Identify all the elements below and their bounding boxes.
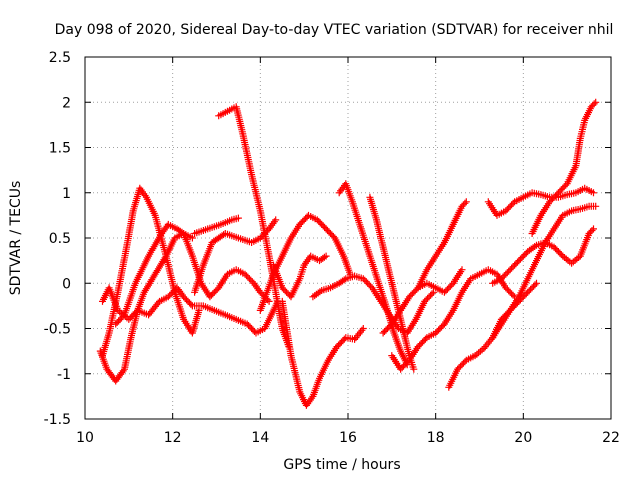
series-arc-14 <box>379 266 466 337</box>
series-arc-6 <box>191 216 280 296</box>
series-markers <box>191 214 242 237</box>
y-tick-label: 1 <box>62 186 71 202</box>
grid-layer <box>85 57 611 419</box>
series-arc-8 <box>256 211 354 314</box>
series-arc-9 <box>278 297 367 409</box>
x-tick-label: 14 <box>251 430 269 446</box>
series-markers <box>489 225 597 287</box>
series-arc-16 <box>414 198 470 292</box>
y-tick-label: 0.5 <box>49 231 71 247</box>
series-arc-7 <box>215 103 293 351</box>
series-markers <box>215 103 293 351</box>
x-axis-label: GPS time / hours <box>283 457 400 473</box>
series-arc-21 <box>489 279 540 342</box>
series-arc-20 <box>528 98 600 237</box>
series-arc-15 <box>388 266 519 373</box>
series-markers <box>278 297 367 409</box>
series-markers <box>99 184 203 360</box>
x-tick-label: 12 <box>164 430 182 446</box>
x-tick-label: 20 <box>514 430 532 446</box>
series-markers <box>191 216 280 296</box>
y-tick-label: 0 <box>62 276 71 292</box>
series-arc-4 <box>112 220 273 328</box>
series-arc-10 <box>270 252 330 301</box>
x-tick-label: 16 <box>339 430 357 446</box>
series-layer <box>96 98 600 409</box>
x-tick-label: 18 <box>427 430 445 446</box>
series-arc-19 <box>489 225 597 287</box>
y-tick-label: 1.5 <box>49 141 71 157</box>
series-markers <box>379 266 466 337</box>
series-markers <box>256 211 354 314</box>
series-markers <box>528 98 600 237</box>
chart-title: Day 098 of 2020, Sidereal Day-to-day VTE… <box>55 22 614 38</box>
series-arc-3 <box>99 184 203 360</box>
series-arc-5 <box>191 214 242 237</box>
series-markers <box>489 279 540 342</box>
series-markers <box>270 252 330 301</box>
tick-layer: 10 12 14 16 18 20 22 -1.5 -1 -0.5 0 0.5 1 1.5 2 2.5 <box>44 50 620 446</box>
x-tick-label: 22 <box>602 430 620 446</box>
x-tick-label: 10 <box>76 430 94 446</box>
y-tick-label: -1 <box>57 367 71 383</box>
y-tick-label: -0.5 <box>44 322 71 338</box>
y-tick-label: 2 <box>62 95 71 111</box>
series-markers <box>112 220 273 328</box>
y-tick-label: -1.5 <box>44 412 71 428</box>
y-tick-label: 2.5 <box>49 50 71 66</box>
y-axis-label: SDTVAR / TECUs <box>8 181 24 296</box>
series-markers <box>414 198 470 292</box>
series-markers <box>388 266 519 373</box>
